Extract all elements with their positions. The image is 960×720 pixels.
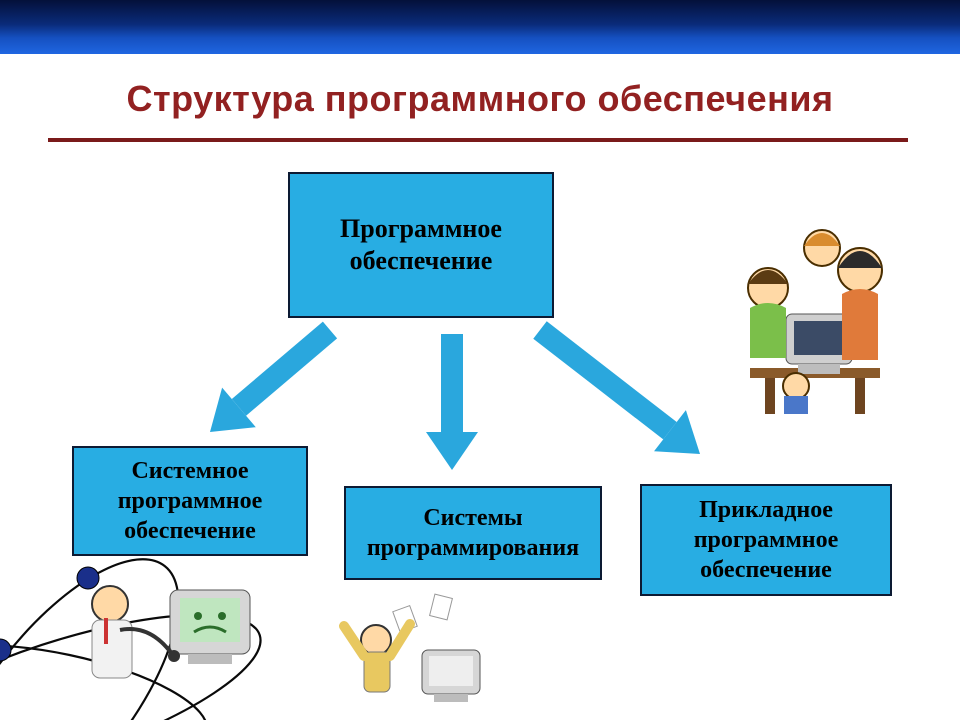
frustrated-user-at-pc-icon (336, 590, 496, 720)
header-topbar (0, 0, 960, 54)
node-right-label: Прикладное программное обеспечение (652, 495, 880, 585)
node-mid: Системы программирования (344, 486, 602, 580)
doctor-with-computer-icon (70, 560, 270, 710)
slide-stage: { "header": { "topbar_gradient": ["#0410… (0, 0, 960, 720)
node-mid-label: Системы программирования (356, 503, 590, 563)
title-underline (48, 138, 908, 142)
node-root: Программное обеспечение (288, 172, 554, 318)
node-right: Прикладное программное обеспечение (640, 484, 892, 596)
slide-title: Структура программного обеспечения (0, 78, 960, 120)
node-root-label: Программное обеспечение (300, 213, 542, 278)
family-at-computer-icon (710, 218, 920, 418)
